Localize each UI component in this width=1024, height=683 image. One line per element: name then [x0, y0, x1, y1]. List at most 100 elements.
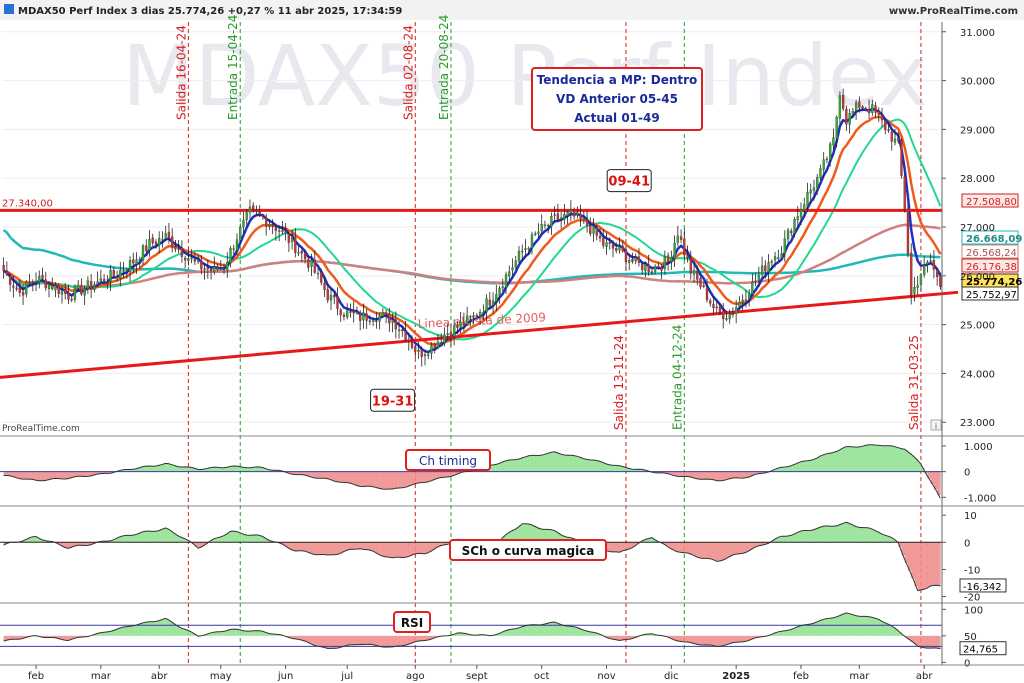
- oscillator-fill-positive: [616, 465, 620, 472]
- candle: [709, 298, 712, 307]
- y-tick-label: 31.000: [960, 28, 995, 39]
- candle-body-down: [897, 138, 900, 141]
- oscillator-fill-positive: [512, 628, 517, 636]
- candle-body-up: [378, 315, 381, 322]
- candle: [339, 308, 342, 322]
- oscillator-fill-positive: [152, 466, 157, 472]
- candle-body-up: [819, 168, 822, 178]
- candle: [757, 266, 761, 287]
- x-tick-label: 2025: [722, 671, 750, 682]
- site-url[interactable]: www.ProRealTime.com: [889, 6, 1018, 17]
- oscillator-fill-negative: [933, 635, 938, 649]
- info-box-line2: VD Anterior 05-45: [556, 92, 678, 106]
- oscillator-fill-negative: [395, 635, 400, 647]
- oscillator-fill-positive: [794, 463, 799, 472]
- candle: [436, 334, 440, 350]
- oscillator-fill-negative: [331, 471, 335, 481]
- oscillator-fill-positive: [149, 621, 154, 636]
- oscillator-fill-positive: [159, 619, 163, 636]
- oscillator-fill-positive: [168, 621, 173, 636]
- oscillator-fill-positive: [256, 535, 260, 543]
- price-tag: [961, 244, 1019, 259]
- oscillator-fill-positive: [813, 458, 818, 472]
- oscillator-fill-positive: [104, 632, 108, 636]
- oscillator-fill-negative: [749, 635, 753, 640]
- candle: [812, 179, 816, 201]
- oscillator-fill-positive: [878, 445, 883, 472]
- oscillator-fill-negative: [447, 471, 452, 477]
- oscillator-fill-negative: [204, 542, 209, 544]
- oscillator-fill-negative: [713, 635, 718, 647]
- indicator-tick-label: 0: [964, 658, 970, 669]
- oscillator-fill-negative: [703, 471, 708, 480]
- candle: [18, 279, 21, 297]
- oscillator-fill-negative: [298, 471, 303, 475]
- oscillator-fill-negative: [930, 542, 935, 586]
- oscillator-fill-positive: [920, 467, 925, 472]
- candle-body-up: [731, 313, 735, 315]
- oscillator-fill-negative: [318, 542, 322, 555]
- candle-body-up: [773, 256, 777, 261]
- candle-body-down: [462, 322, 466, 326]
- candle: [453, 319, 456, 346]
- oscillator-fill-negative: [622, 542, 627, 551]
- candle-body-down: [255, 210, 258, 212]
- oscillator-fill-positive: [651, 634, 656, 636]
- oscillator-fill-negative: [758, 471, 763, 474]
- oscillator-fill-positive: [36, 537, 40, 543]
- oscillator-fill-positive: [859, 446, 863, 472]
- candle-body-up: [504, 274, 508, 288]
- candle-body-down: [206, 267, 209, 270]
- oscillator-fill-positive: [869, 617, 873, 636]
- candle-body-up: [534, 233, 537, 235]
- oscillator-fill-negative: [331, 635, 335, 649]
- oscillator-fill-positive: [541, 624, 546, 636]
- oscillator-fill-positive: [865, 527, 870, 543]
- indicator-tick-label: 1.000: [964, 442, 993, 453]
- oscillator-fill-negative: [765, 542, 769, 544]
- oscillator-fill-negative: [68, 635, 72, 640]
- candle: [631, 252, 634, 264]
- oscillator-fill-positive: [570, 626, 575, 636]
- oscillator-fill-negative: [428, 542, 432, 552]
- candle-body-down: [621, 245, 624, 252]
- candle-body-up: [871, 104, 874, 113]
- candle-body-up: [926, 261, 929, 265]
- candle: [193, 252, 197, 265]
- indicator-name-frame: [449, 539, 607, 561]
- candle-body-down: [702, 285, 705, 287]
- oscillator-fill-positive: [898, 632, 902, 636]
- oscillator-fill-positive: [852, 525, 857, 543]
- oscillator-fill-positive: [807, 530, 812, 543]
- candle-body-down: [31, 281, 34, 284]
- candle-body-up: [242, 219, 245, 228]
- indicator-tick-label: -20: [964, 593, 980, 604]
- candle-body-down: [864, 108, 867, 110]
- oscillator-fill-positive: [839, 523, 844, 543]
- candle: [572, 207, 576, 220]
- event-label: Salida 13-11-24: [612, 335, 626, 430]
- candle-body-down: [274, 227, 278, 231]
- x-tick-label: jun: [277, 671, 293, 682]
- info-icon[interactable]: [930, 419, 942, 431]
- oscillator-fill-positive: [833, 526, 837, 543]
- candle: [222, 263, 226, 274]
- candle: [903, 173, 906, 213]
- candle-body-up: [277, 230, 281, 232]
- oscillator-fill-positive: [139, 532, 144, 543]
- candle: [715, 301, 718, 314]
- candle: [401, 326, 404, 337]
- oscillator-fill-positive: [126, 626, 131, 636]
- oscillator-fill-positive: [266, 539, 270, 543]
- candle: [5, 261, 9, 277]
- candle: [838, 91, 842, 127]
- x-tick-label: mar: [849, 671, 870, 682]
- oscillator-fill-negative: [68, 542, 72, 548]
- candle: [443, 327, 446, 347]
- oscillator-fill-positive: [259, 536, 264, 543]
- oscillator-fill-positive: [243, 630, 248, 636]
- trendlines-layer: 27.340,00 Linea alcista de 2009: [0, 198, 959, 379]
- candle: [508, 265, 511, 283]
- oscillator-fill-negative: [78, 471, 82, 477]
